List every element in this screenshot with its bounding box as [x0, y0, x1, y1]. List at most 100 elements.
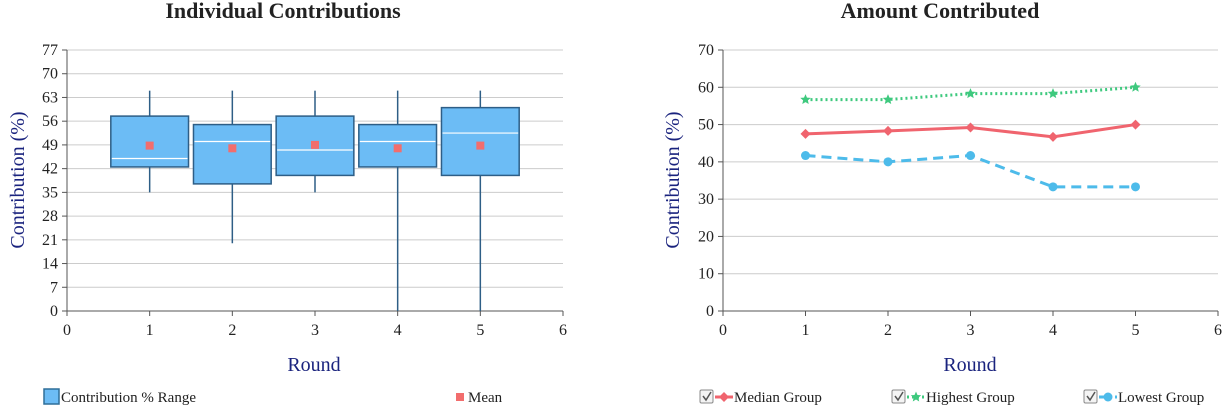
y-tick-label: 49 [42, 137, 58, 154]
line-chart-legend: Median Group Highest Group Lowest Group [699, 389, 1204, 406]
data-point [1131, 182, 1140, 192]
line-chart-x-ticks: 0 1 2 3 4 5 6 [719, 311, 1222, 339]
data-point [966, 151, 975, 161]
y-tick-label: 42 [42, 161, 58, 178]
x-tick-label: 1 [146, 322, 154, 339]
legend-range-label: Contribution % Range [61, 390, 196, 406]
x-tick-label: 2 [884, 322, 892, 339]
box-chart-x-ticks: 0 1 2 3 4 5 6 [63, 311, 567, 339]
series-highest-group [800, 81, 1141, 105]
legend-range-swatch [43, 388, 60, 405]
y-tick-label: 40 [698, 154, 714, 171]
data-point [1047, 88, 1059, 99]
legend-item-median-group[interactable]: Median Group [699, 389, 822, 406]
y-tick-label: 0 [706, 303, 714, 320]
legend-marker [1103, 392, 1113, 402]
legend-label: Highest Group [926, 390, 1015, 406]
y-tick-label: 35 [42, 184, 58, 201]
legend-item-highest-group[interactable]: Highest Group [891, 389, 1015, 406]
y-tick-label: 0 [50, 303, 58, 320]
check-icon [1086, 391, 1096, 402]
data-point [801, 151, 810, 161]
x-tick-label: 0 [719, 322, 727, 339]
y-tick-label: 20 [698, 228, 714, 245]
line-chart-xlabel: Round [943, 354, 996, 376]
box-round-1 [110, 90, 190, 193]
series-line [805, 153, 1136, 189]
legend-mean-swatch [456, 393, 464, 401]
x-tick-label: 3 [311, 322, 319, 339]
check-icon [894, 391, 904, 402]
mean-marker [228, 144, 237, 153]
legend-marker [910, 391, 922, 402]
data-point [883, 157, 893, 167]
box-round-2 [192, 90, 272, 244]
box-chart-xlabel: Round [287, 354, 340, 376]
series-median-group [800, 119, 1141, 142]
x-tick-label: 0 [63, 322, 71, 339]
data-point [1130, 81, 1141, 92]
y-tick-label: 10 [698, 266, 714, 283]
box [275, 115, 355, 177]
legend-checkbox[interactable] [891, 389, 906, 404]
x-tick-label: 1 [802, 322, 810, 339]
y-tick-label: 28 [42, 208, 58, 225]
legend-item-lowest-group[interactable]: Lowest Group [1083, 389, 1204, 406]
y-tick-label: 60 [698, 79, 714, 96]
y-tick-label: 70 [698, 42, 714, 59]
line-chart-y-ticks: 0 10 20 30 40 50 60 70 [698, 42, 723, 320]
check-icon [702, 391, 712, 402]
box-round-5 [440, 90, 520, 311]
legend-checkbox[interactable] [699, 389, 714, 404]
y-tick-label: 63 [42, 89, 58, 106]
box-plot-chart: Individual Contributions 071421283542495… [7, 0, 567, 406]
y-tick-label: 30 [698, 191, 714, 208]
box-chart-ylabel: Contribution (%) [7, 111, 29, 248]
legend-checkbox[interactable] [1083, 389, 1098, 404]
data-point [883, 125, 893, 136]
y-tick-label: 14 [42, 256, 58, 273]
x-tick-label: 2 [228, 322, 236, 339]
x-tick-label: 5 [1132, 322, 1140, 339]
y-tick-label: 50 [698, 117, 714, 134]
data-point [1048, 131, 1058, 142]
line-chart-title: Amount Contributed [841, 0, 1040, 23]
x-tick-label: 4 [1049, 322, 1057, 339]
box [110, 115, 190, 168]
data-point [965, 122, 976, 133]
x-tick-label: 3 [967, 322, 975, 339]
box [440, 106, 520, 177]
box-chart-y-ticks: 0 7 14 21 28 35 42 49 56 63 70 77 [42, 42, 67, 320]
x-tick-label: 5 [476, 322, 484, 339]
x-tick-label: 6 [1214, 322, 1222, 339]
box-chart-boxes [110, 90, 520, 311]
data-point [800, 128, 811, 139]
line-chart-series [800, 81, 1141, 192]
y-tick-label: 21 [42, 232, 58, 249]
data-point [1048, 182, 1058, 192]
box-round-3 [275, 90, 355, 193]
data-point [800, 94, 811, 105]
legend-mean-label: Mean [468, 390, 503, 406]
box-round-4 [358, 90, 438, 311]
legend-marker [719, 392, 729, 402]
x-tick-label: 4 [394, 322, 402, 339]
mean-marker [145, 141, 154, 150]
x-tick-label: 6 [559, 322, 567, 339]
y-tick-label: 77 [42, 42, 58, 59]
y-tick-label: 70 [42, 66, 58, 83]
line-chart: Amount Contributed 0 10 20 30 40 50 60 70 0 1 2 3 4… [662, 0, 1222, 406]
box [192, 123, 272, 185]
y-tick-label: 56 [42, 113, 58, 130]
box-chart-title: Individual Contributions [165, 0, 401, 23]
mean-marker [476, 141, 485, 150]
data-point [1130, 119, 1141, 130]
data-point [882, 94, 894, 105]
mean-marker [311, 140, 319, 149]
data-point [965, 88, 976, 99]
box-chart-legend: Contribution % Range Mean [43, 388, 503, 406]
y-tick-label: 7 [50, 279, 58, 296]
legend-label: Median Group [734, 390, 822, 406]
line-chart-ylabel: Contribution (%) [662, 111, 684, 248]
